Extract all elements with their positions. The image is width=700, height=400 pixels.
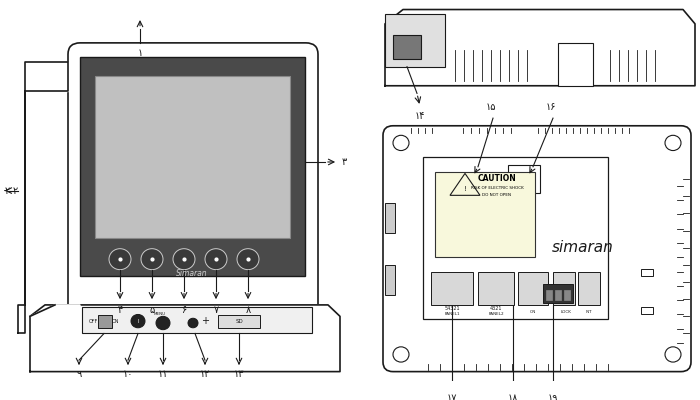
Text: PANEL1: PANEL1 <box>444 312 460 316</box>
Bar <box>641 307 653 314</box>
Text: ۵: ۵ <box>149 305 155 315</box>
Polygon shape <box>30 305 80 316</box>
Text: LOCK: LOCK <box>561 310 571 314</box>
Circle shape <box>237 249 259 270</box>
Text: ۱۶: ۱۶ <box>546 102 556 112</box>
Bar <box>385 203 395 234</box>
Text: ۱۷: ۱۷ <box>447 393 457 400</box>
Text: ۱۴: ۱۴ <box>414 111 426 121</box>
Bar <box>578 272 600 305</box>
FancyBboxPatch shape <box>383 126 691 372</box>
Text: ۲: ۲ <box>5 186 10 196</box>
Text: ۱۹: ۱۹ <box>547 393 559 400</box>
Bar <box>98 315 112 328</box>
Text: MENU: MENU <box>154 312 166 316</box>
Text: DO NOT OPEN: DO NOT OPEN <box>482 193 512 197</box>
Text: simaran: simaran <box>552 240 614 255</box>
Bar <box>518 272 548 305</box>
Text: ۱۱: ۱۱ <box>158 368 168 378</box>
Text: 4321: 4321 <box>490 306 503 311</box>
Bar <box>431 272 473 305</box>
Bar <box>80 57 305 276</box>
Text: ۱۳: ۱۳ <box>234 368 244 378</box>
Text: ON: ON <box>530 310 536 314</box>
Polygon shape <box>385 10 695 86</box>
Polygon shape <box>30 305 340 372</box>
Circle shape <box>141 249 163 270</box>
Circle shape <box>156 316 170 330</box>
Text: CAUTION: CAUTION <box>477 174 517 183</box>
Text: SD: SD <box>235 319 243 324</box>
Circle shape <box>665 135 681 150</box>
Bar <box>423 157 608 319</box>
Circle shape <box>393 135 409 150</box>
Bar <box>558 43 593 86</box>
Circle shape <box>205 249 227 270</box>
Text: OFF: OFF <box>88 319 97 324</box>
Bar <box>553 272 575 305</box>
Circle shape <box>109 249 131 270</box>
Text: ۹: ۹ <box>76 368 82 378</box>
Text: ۱۵: ۱۵ <box>486 102 496 112</box>
Bar <box>95 76 290 238</box>
Bar <box>435 172 535 257</box>
Text: INT: INT <box>586 310 592 314</box>
Polygon shape <box>18 62 68 334</box>
Text: +: + <box>201 316 209 326</box>
Circle shape <box>131 314 145 328</box>
Bar <box>564 290 570 300</box>
Circle shape <box>188 318 198 328</box>
FancyBboxPatch shape <box>68 43 318 357</box>
Text: ۷: ۷ <box>214 305 218 315</box>
Text: ۶: ۶ <box>181 305 187 315</box>
Bar <box>385 265 395 295</box>
Text: ۱۲: ۱۲ <box>199 368 210 378</box>
Bar <box>543 284 573 303</box>
Text: I: I <box>137 319 139 324</box>
Text: Simaran: Simaran <box>176 269 208 278</box>
Bar <box>555 290 561 300</box>
Text: ۴: ۴ <box>118 305 122 315</box>
Circle shape <box>393 347 409 362</box>
Text: ۱۸: ۱۸ <box>508 393 518 400</box>
Text: RISK OF ELECTRIC SHOCK: RISK OF ELECTRIC SHOCK <box>470 186 524 190</box>
Polygon shape <box>450 174 480 195</box>
Text: 54321: 54321 <box>444 306 460 311</box>
Bar <box>641 269 653 276</box>
Circle shape <box>665 347 681 362</box>
Bar <box>508 165 540 194</box>
Bar <box>478 272 514 305</box>
Bar <box>393 35 421 59</box>
Circle shape <box>173 249 195 270</box>
Bar <box>546 290 552 300</box>
Text: !: ! <box>463 186 466 192</box>
Text: ۱: ۱ <box>137 48 143 58</box>
Bar <box>385 14 445 67</box>
Text: ۸: ۸ <box>246 305 251 315</box>
Bar <box>82 307 312 334</box>
Text: PANEL2: PANEL2 <box>488 312 504 316</box>
Text: ON: ON <box>111 319 119 324</box>
Text: ۲: ۲ <box>13 186 18 196</box>
Bar <box>218 315 260 328</box>
Text: ۳: ۳ <box>342 157 347 167</box>
Text: ۱۰: ۱۰ <box>122 368 133 378</box>
